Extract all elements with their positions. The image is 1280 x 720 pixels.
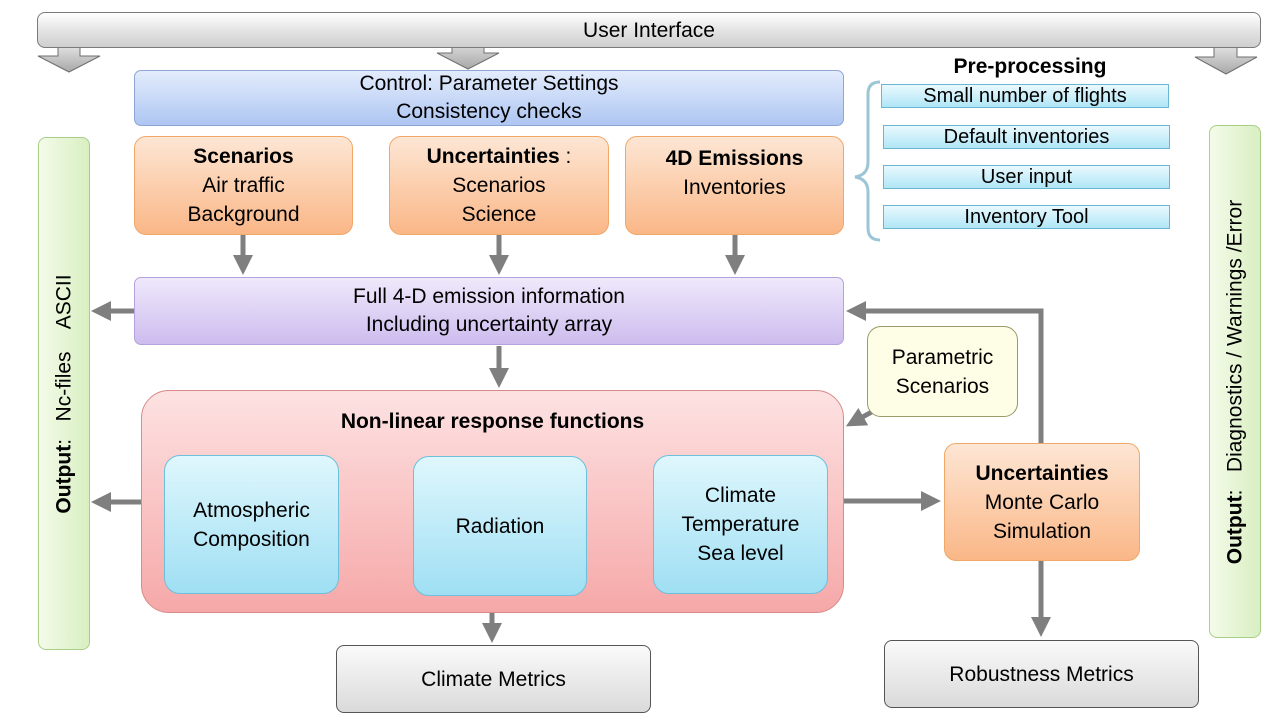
atmospheric-composition-box: Atmospheric Composition bbox=[164, 455, 339, 594]
emissions-4d-line1: Inventories bbox=[683, 176, 786, 199]
robustness-metrics-label: Robustness Metrics bbox=[949, 662, 1134, 686]
climate-metrics-label: Climate Metrics bbox=[421, 667, 566, 691]
control-line2: Consistency checks bbox=[396, 100, 582, 123]
full-emission-box: Full 4-D emission information Including … bbox=[134, 277, 844, 345]
full-emission-line1: Full 4-D emission information bbox=[353, 285, 625, 308]
output-right-text: Output: Diagnostics / Warnings /Error bbox=[1221, 199, 1250, 563]
preprocessing-item-label: Default inventories bbox=[943, 126, 1110, 148]
full-emission-line2: Including uncertainty array bbox=[365, 313, 613, 336]
atmospheric-line1: Atmospheric bbox=[193, 498, 310, 522]
radiation-box: Radiation bbox=[413, 456, 587, 596]
uncertainties-line2: Science bbox=[461, 203, 537, 226]
output-right-label: Output bbox=[1223, 494, 1247, 564]
output-left-text: Output: Nc-files ASCII bbox=[50, 274, 79, 513]
scenarios-line2: Background bbox=[187, 203, 300, 226]
output-right-detail: : Diagnostics / Warnings /Error bbox=[1223, 199, 1247, 495]
preprocessing-item-label: User input bbox=[980, 166, 1073, 188]
scenarios-title: Scenarios bbox=[193, 145, 294, 168]
arrow-mc-feedback-to-full bbox=[845, 301, 1044, 443]
climate-box: Climate Temperature Sea level bbox=[653, 455, 828, 594]
preprocessing-item: Small number of flights bbox=[881, 84, 1169, 108]
robustness-metrics-box: Robustness Metrics bbox=[884, 640, 1199, 708]
preprocessing-item: Default inventories bbox=[883, 125, 1170, 149]
uncertainties-monte-carlo-box: Uncertainties Monte Carlo Simulation bbox=[944, 443, 1140, 561]
user-interface-bar: User Interface bbox=[37, 12, 1261, 48]
output-left-panel: Output: Nc-files ASCII bbox=[38, 137, 90, 650]
mc-title: Uncertainties bbox=[975, 461, 1109, 485]
radiation-label: Radiation bbox=[455, 514, 545, 538]
output-right-panel: Output: Diagnostics / Warnings /Error bbox=[1209, 125, 1261, 638]
climate-line3: Sea level bbox=[697, 542, 784, 565]
uncertainties-box: Uncertainties : Scenarios Science bbox=[389, 136, 609, 235]
parametric-line2: Scenarios bbox=[895, 374, 990, 398]
uncertainties-colon: : bbox=[559, 145, 572, 168]
output-left-label: Output bbox=[52, 444, 76, 514]
atmospheric-line2: Composition bbox=[193, 527, 310, 551]
emissions-4d-box: 4D Emissions Inventories bbox=[625, 136, 844, 235]
climate-line1: Climate bbox=[704, 484, 777, 507]
climate-line2: Temperature bbox=[681, 513, 800, 536]
preprocessing-item-label: Inventory Tool bbox=[964, 206, 1089, 228]
output-left-detail: : Nc-files ASCII bbox=[52, 273, 76, 445]
control-box: Control: Parameter Settings Consistency … bbox=[134, 70, 844, 126]
uncertainties-heading: Uncertainties : bbox=[427, 142, 572, 171]
scenarios-box: Scenarios Air traffic Background bbox=[134, 136, 353, 235]
climate-metrics-box: Climate Metrics bbox=[336, 645, 651, 713]
uncertainties-line1: Scenarios bbox=[452, 174, 546, 197]
preprocessing-item: User input bbox=[883, 165, 1170, 189]
mc-line1: Monte Carlo bbox=[984, 490, 1100, 514]
uncertainties-title: Uncertainties bbox=[426, 145, 560, 168]
parametric-line1: Parametric bbox=[891, 345, 994, 369]
mc-line2: Simulation bbox=[992, 519, 1092, 543]
preprocessing-item: Inventory Tool bbox=[883, 205, 1170, 229]
user-interface-label: User Interface bbox=[583, 18, 715, 42]
preprocessing-brace bbox=[854, 80, 881, 242]
emissions-4d-title: 4D Emissions bbox=[665, 147, 804, 170]
preprocessing-title-text: Pre-processing bbox=[953, 54, 1107, 78]
control-line1: Control: Parameter Settings bbox=[359, 72, 619, 95]
nonlinear-title: Non-linear response functions bbox=[340, 410, 645, 433]
preprocessing-item-label: Small number of flights bbox=[923, 85, 1127, 107]
scenarios-line1: Air traffic bbox=[202, 174, 285, 197]
parametric-scenarios-box: Parametric Scenarios bbox=[867, 326, 1018, 417]
preprocessing-title: Pre-processing bbox=[900, 52, 1160, 80]
